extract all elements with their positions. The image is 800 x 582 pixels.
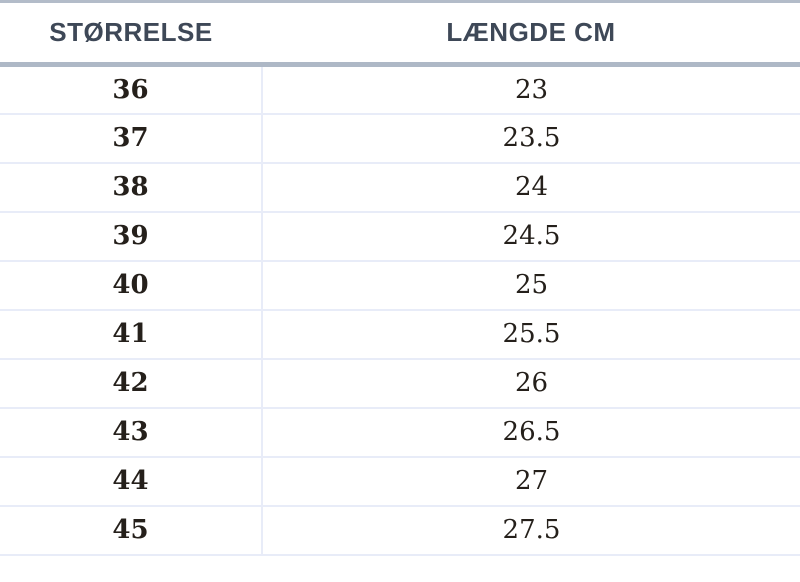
length-cell: 27 <box>262 456 800 507</box>
header-row: STØRRELSE LÆNGDE CM <box>0 0 800 67</box>
table-row: 44 27 <box>0 456 800 507</box>
column-header-size: STØRRELSE <box>0 0 262 67</box>
table-row: 45 27.5 <box>0 505 800 556</box>
size-chart-table: STØRRELSE LÆNGDE CM 36 23 37 23.5 38 24 39 24.5… <box>0 0 800 556</box>
size-cell: 41 <box>0 309 263 360</box>
size-cell: 40 <box>0 260 263 311</box>
size-cell: 36 <box>0 64 263 115</box>
size-table-body: 36 23 37 23.5 38 24 39 24.5 40 25 41 25.5 42 26 43 26.5… <box>0 64 800 556</box>
length-cell: 23 <box>262 64 800 115</box>
length-cell: 23.5 <box>262 113 800 164</box>
table-row: 41 25.5 <box>0 309 800 360</box>
table-row: 38 24 <box>0 162 800 213</box>
size-cell: 44 <box>0 456 263 507</box>
size-cell: 39 <box>0 211 263 262</box>
column-header-length: LÆNGDE CM <box>262 0 800 67</box>
length-cell: 25.5 <box>262 309 800 360</box>
length-cell: 24 <box>262 162 800 213</box>
table-row: 39 24.5 <box>0 211 800 262</box>
length-cell: 26.5 <box>262 407 800 458</box>
table-row: 42 26 <box>0 358 800 409</box>
table-row: 37 23.5 <box>0 113 800 164</box>
length-cell: 26 <box>262 358 800 409</box>
size-cell: 43 <box>0 407 263 458</box>
table-row: 43 26.5 <box>0 407 800 458</box>
length-cell: 24.5 <box>262 211 800 262</box>
size-cell: 37 <box>0 113 263 164</box>
table-row: 36 23 <box>0 64 800 115</box>
size-cell: 42 <box>0 358 263 409</box>
length-cell: 25 <box>262 260 800 311</box>
table-row: 40 25 <box>0 260 800 311</box>
size-cell: 38 <box>0 162 263 213</box>
size-cell: 45 <box>0 505 263 556</box>
length-cell: 27.5 <box>262 505 800 556</box>
